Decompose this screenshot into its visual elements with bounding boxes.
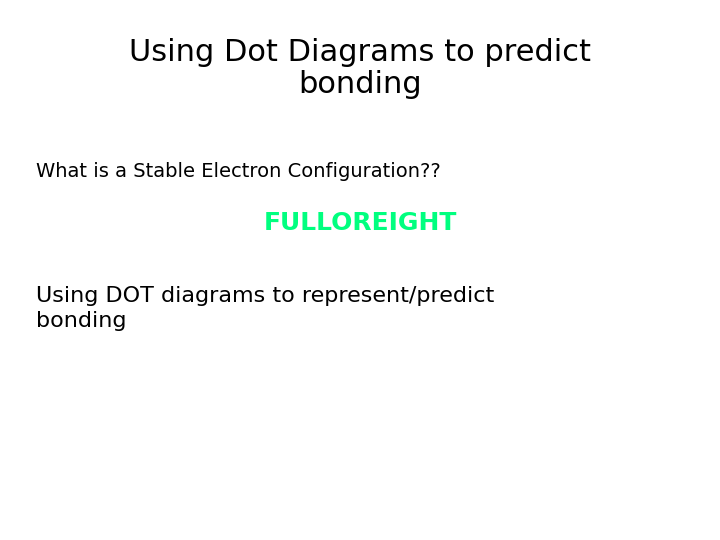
Text: FULLOREIGHT: FULLOREIGHT (264, 211, 456, 234)
Text: Using Dot Diagrams to predict
bonding: Using Dot Diagrams to predict bonding (129, 38, 591, 99)
Text: Using DOT diagrams to represent/predict
bonding: Using DOT diagrams to represent/predict … (36, 286, 494, 331)
Text: What is a Stable Electron Configuration??: What is a Stable Electron Configuration?… (36, 162, 441, 181)
